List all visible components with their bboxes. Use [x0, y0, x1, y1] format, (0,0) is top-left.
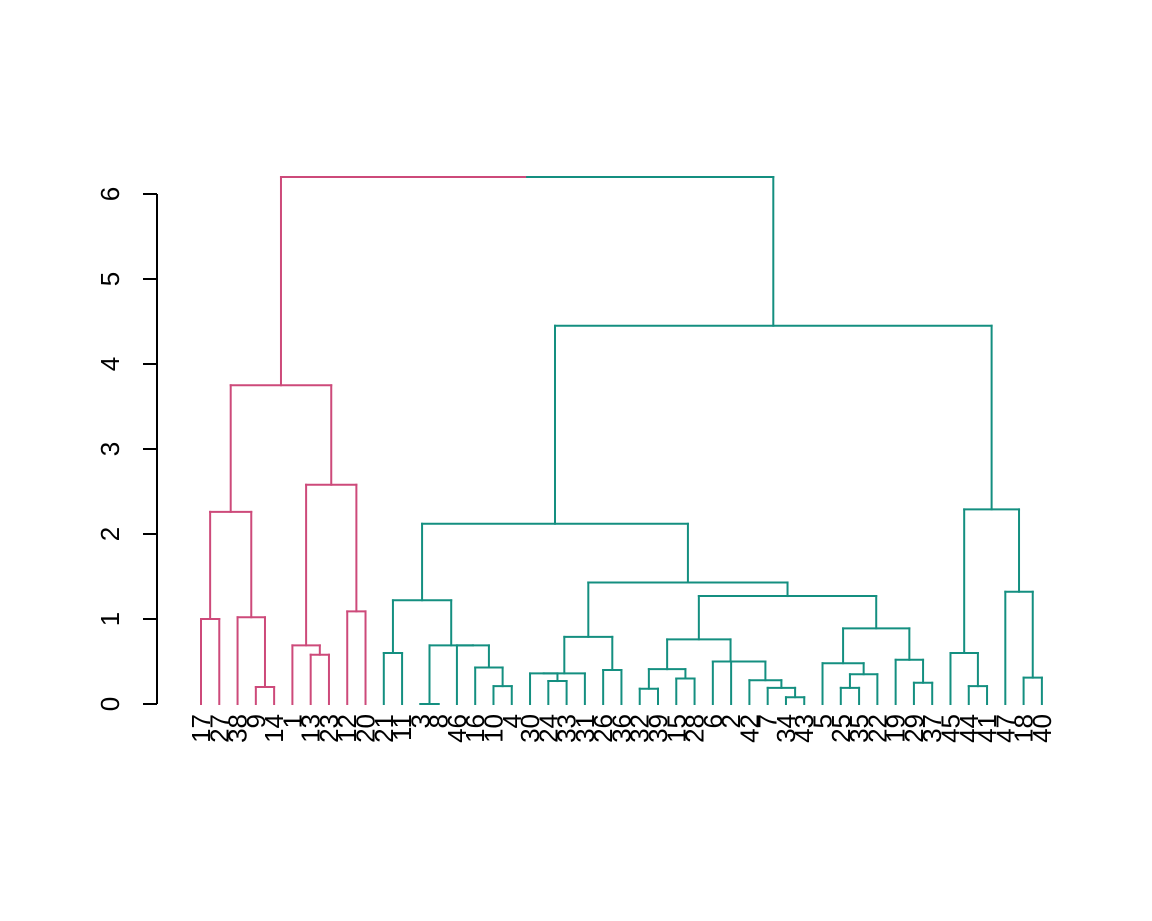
leaf-label: 25: [826, 714, 856, 743]
leaf-label: 12: [332, 714, 362, 743]
leaf-label: 30: [515, 714, 545, 743]
leaf-label: 18: [1009, 714, 1039, 743]
leaf-label: 21: [369, 714, 399, 743]
leaf-label: 8: [424, 714, 454, 728]
leaf-label: 15: [661, 714, 691, 743]
leaf-label: 41: [972, 714, 1002, 743]
leaf-label: 35: [844, 714, 874, 743]
leaf-label: 5: [808, 714, 838, 728]
leaf-label: 45: [935, 714, 965, 743]
leaf-label: 3: [405, 714, 435, 728]
leaf-labels: 1727389141132312202111384616104302433312…: [186, 714, 1057, 743]
leaf-label: 20: [351, 714, 381, 743]
leaf-label: 22: [862, 714, 892, 743]
leaf-label: 32: [625, 714, 655, 743]
leaf-label: 23: [314, 714, 344, 743]
leaf-label: 9: [241, 714, 271, 728]
dendrogram-branches: [200, 176, 1043, 705]
leaf-label: 13: [296, 714, 326, 743]
leaf-label: 42: [734, 714, 764, 743]
leaf-label: 27: [204, 714, 234, 743]
leaf-label: 2: [716, 714, 746, 728]
leaf-label: 19: [881, 714, 911, 743]
leaf-label: 38: [223, 714, 253, 743]
leaf-label: 28: [680, 714, 710, 743]
leaf-label: 7: [753, 714, 783, 728]
leaf-label: 39: [643, 714, 673, 743]
y-tick-label: 6: [95, 187, 125, 201]
y-tick-label: 5: [95, 272, 125, 286]
leaf-label: 44: [954, 714, 984, 743]
leaf-label: 26: [588, 714, 618, 743]
leaf-label: 4: [497, 714, 527, 728]
leaf-label: 47: [990, 714, 1020, 743]
leaf-label: 43: [789, 714, 819, 743]
leaf-label: 36: [606, 714, 636, 743]
leaf-label: 17: [186, 714, 216, 743]
y-tick-label: 1: [95, 612, 125, 626]
y-axis: 0 1 2 3 4 5 6: [95, 187, 158, 711]
leaf-label: 40: [1027, 714, 1057, 743]
leaf-label: 11: [387, 714, 417, 741]
leaf-label: 37: [917, 714, 947, 743]
leaf-label: 10: [478, 714, 508, 743]
leaf-label: 6: [698, 714, 728, 728]
leaf-label: 29: [899, 714, 929, 743]
leaf-label: 34: [771, 714, 801, 743]
y-tick-label: 2: [95, 527, 125, 541]
leaf-label: 1: [277, 714, 307, 728]
y-tick-label: 0: [95, 697, 125, 711]
leaf-label: 14: [259, 714, 289, 743]
leaf-label: 46: [442, 714, 472, 743]
leaf-label: 33: [552, 714, 582, 743]
y-tick-label: 3: [95, 442, 125, 456]
leaf-label: 16: [460, 714, 490, 743]
leaf-label: 31: [570, 714, 600, 743]
y-tick-label: 4: [95, 357, 125, 371]
leaf-label: 24: [533, 714, 563, 743]
